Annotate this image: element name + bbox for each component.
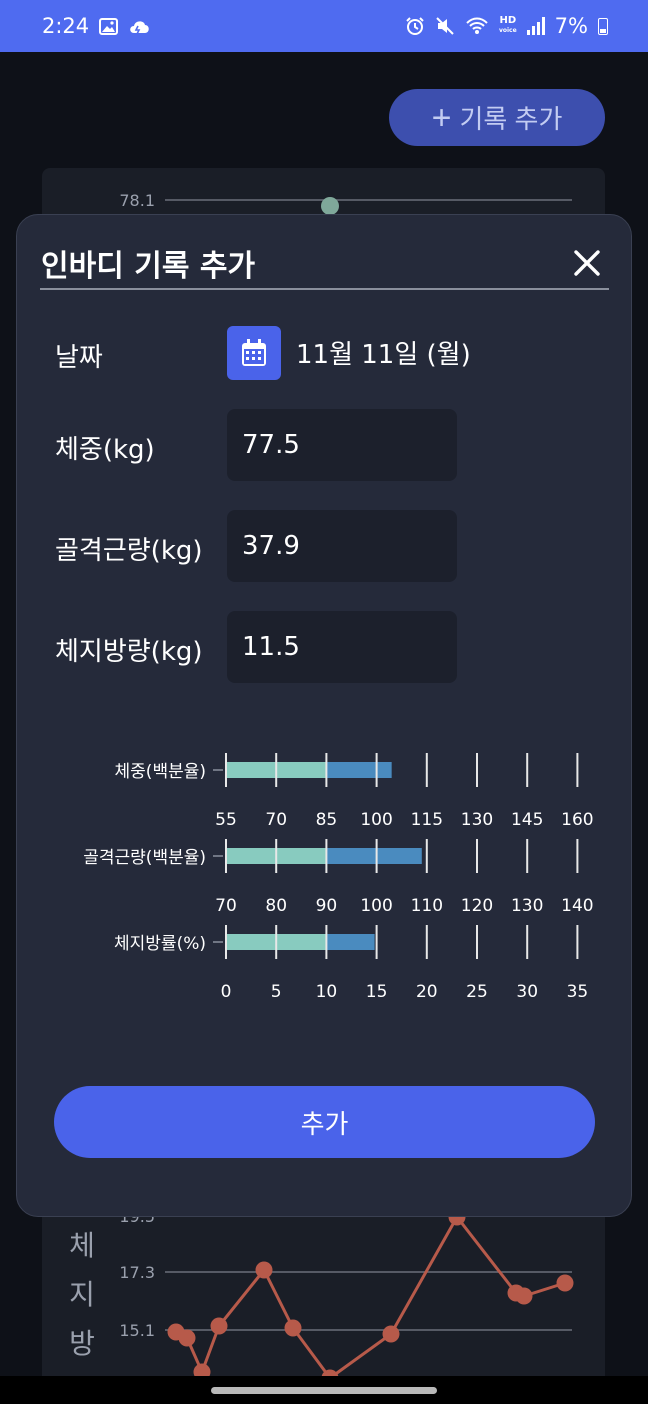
chart-0-tick-label-1: 70 — [265, 810, 287, 830]
fat-series — [167, 1208, 574, 1387]
chart-0-category-label: 체중(백분율) — [115, 762, 206, 782]
gallery-icon — [99, 17, 119, 35]
weight-input[interactable] — [227, 409, 457, 481]
chart-2-tick-label-4: 20 — [416, 982, 438, 1002]
fat-series-point-4 — [255, 1261, 273, 1279]
status-bar-right: HD voice 7% — [405, 14, 608, 38]
chart-1-tick-label-7: 140 — [561, 896, 593, 916]
add-record-label: 기록 추가 — [459, 104, 563, 134]
chart-1-tick-label-4: 110 — [411, 896, 443, 916]
plus-icon: + — [431, 98, 452, 137]
fat-chart-label-2: 지 — [69, 1278, 95, 1311]
chart-1-tick-label-5: 120 — [461, 896, 493, 916]
add-inbody-dialog: 인바디 기록 추가 날짜 11월 11일 (월) 체중(kg) 골격근량(kg)… — [16, 214, 632, 1217]
fat-tick-mid: 17.3 — [119, 1263, 155, 1282]
chart-1-bar-segment-1 — [326, 848, 422, 864]
chart-0-tick-label-6: 145 — [511, 810, 543, 830]
battery-icon — [598, 17, 608, 35]
date-label: 날짜 — [55, 343, 103, 373]
fat-series-line — [175, 1214, 566, 1381]
chart-1-tick-label-6: 130 — [511, 896, 543, 916]
status-time: 2:24 — [42, 14, 90, 38]
chart-2-category-label: 체지방률(%) — [114, 934, 206, 954]
chart-2-tick-label-2: 10 — [316, 982, 338, 1002]
wifi-icon — [465, 17, 489, 35]
chart-1-tick-label-2: 90 — [316, 896, 338, 916]
chart-2-tick-label-3: 15 — [366, 982, 388, 1002]
status-bar-left: 2:24 — [42, 14, 152, 38]
chart-0-bar-segment-1 — [326, 762, 392, 778]
fat-tick-low: 15.1 — [119, 1321, 155, 1340]
close-icon — [574, 250, 600, 276]
mute-icon — [435, 16, 455, 36]
chart-1-tick-label-3: 100 — [360, 896, 392, 916]
chart-1-category-label: 골격근량(백분율) — [83, 848, 206, 868]
battery-percent: 7% — [554, 14, 588, 38]
home-gesture-handle[interactable] — [211, 1387, 437, 1394]
chart-2-tick-label-0: 0 — [221, 982, 232, 1002]
hd-label: HD — [499, 15, 517, 26]
date-picker-button[interactable] — [227, 326, 281, 380]
submit-button[interactable]: 추가 — [54, 1086, 595, 1158]
title-divider — [40, 288, 609, 290]
muscle-input[interactable] — [227, 510, 457, 582]
alarm-icon — [405, 16, 425, 36]
signal-icon — [526, 17, 545, 35]
fat-series-point-11 — [556, 1274, 574, 1292]
calendar-icon — [242, 339, 266, 366]
chart-0-tick-label-4: 115 — [411, 810, 443, 830]
chart-0-tick-label-5: 130 — [461, 810, 493, 830]
chart-0-tick-label-0: 55 — [215, 810, 237, 830]
weight-chart-peek: 78.1 — [119, 191, 572, 215]
chart-2-bar-segment-1 — [326, 934, 375, 950]
fat-label: 체지방량(kg) — [55, 637, 203, 667]
chart-2-tick-label-6: 30 — [516, 982, 538, 1002]
date-value[interactable]: 11월 11일 (월) — [296, 340, 471, 370]
fat-series-point-5 — [284, 1319, 302, 1337]
chart-1-tick-label-0: 70 — [215, 896, 237, 916]
chart-2-tick-label-7: 35 — [567, 982, 589, 1002]
add-record-button[interactable]: + 기록 추가 — [389, 89, 605, 146]
weight-point — [321, 197, 339, 215]
voice-label: voice — [498, 27, 517, 34]
chart-0-tick-label-2: 85 — [316, 810, 338, 830]
fat-series-point-10 — [515, 1287, 533, 1305]
weight-label: 체중(kg) — [55, 435, 155, 465]
chart-0-tick-label-7: 160 — [561, 810, 593, 830]
fat-series-point-3 — [210, 1317, 228, 1335]
hd-voice-icon: HD voice — [499, 16, 517, 36]
chart-1-tick-label-1: 80 — [265, 896, 287, 916]
chart-0-tick-label-3: 100 — [360, 810, 392, 830]
chart-2-tick-label-1: 5 — [271, 982, 282, 1002]
chart-2-tick-label-5: 25 — [466, 982, 488, 1002]
fat-chart-label-3: 방 — [69, 1327, 95, 1360]
muscle-label: 골격근량(kg) — [55, 536, 203, 566]
status-bar: 2:24 HD voice 7% — [0, 0, 648, 52]
fat-input[interactable] — [227, 611, 457, 683]
close-button[interactable] — [569, 245, 605, 281]
fat-series-point-7 — [382, 1325, 400, 1343]
fat-series-point-1 — [178, 1329, 196, 1347]
fat-chart-label-1: 체 — [69, 1229, 95, 1262]
weight-top-tick: 78.1 — [119, 191, 155, 210]
cloud-icon — [128, 17, 152, 35]
dialog-title: 인바디 기록 추가 — [41, 249, 256, 284]
